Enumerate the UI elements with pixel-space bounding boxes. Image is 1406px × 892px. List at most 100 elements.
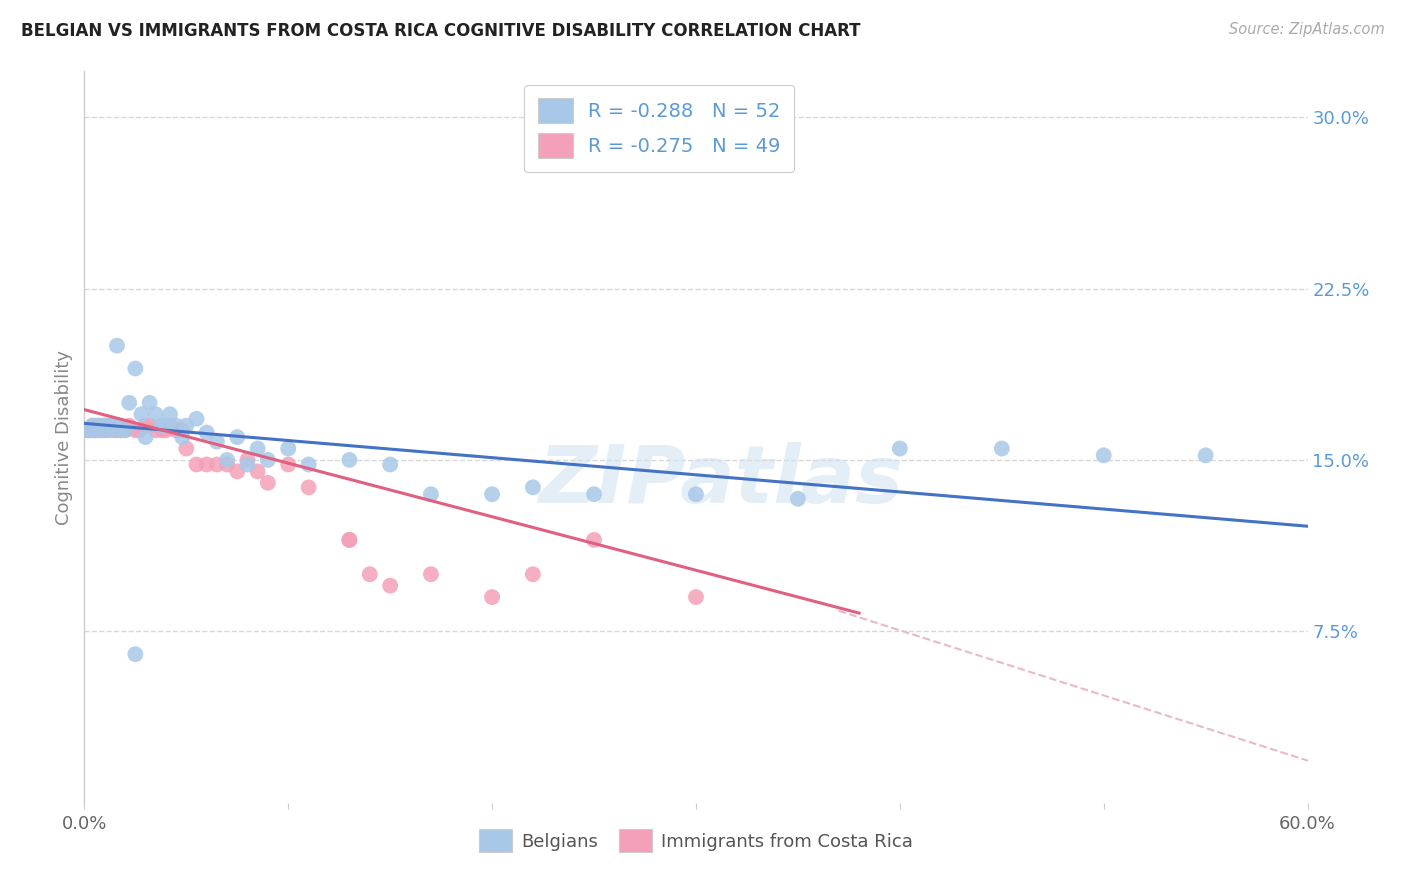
Point — [205, 434, 228, 449]
Point — [155, 418, 177, 433]
Point — [114, 423, 136, 437]
Point — [105, 338, 128, 352]
Point — [118, 396, 141, 410]
Point — [145, 423, 167, 437]
Point — [82, 418, 104, 433]
Point — [75, 423, 97, 437]
Point — [165, 418, 187, 433]
Point — [380, 579, 402, 593]
Point — [124, 423, 146, 437]
Legend: Belgians, Immigrants from Costa Rica: Belgians, Immigrants from Costa Rica — [472, 822, 920, 860]
Text: BELGIAN VS IMMIGRANTS FROM COSTA RICA COGNITIVE DISABILITY CORRELATION CHART: BELGIAN VS IMMIGRANTS FROM COSTA RICA CO… — [21, 22, 860, 40]
Point — [138, 396, 160, 410]
Point — [159, 407, 181, 421]
Point — [135, 418, 157, 433]
Point — [257, 453, 280, 467]
Point — [195, 458, 218, 472]
Point — [108, 418, 131, 433]
Point — [991, 442, 1014, 456]
Point — [96, 423, 118, 437]
Point — [685, 590, 707, 604]
Point — [420, 567, 443, 582]
Point — [583, 487, 606, 501]
Point — [110, 423, 132, 437]
Point — [86, 418, 108, 433]
Point — [257, 475, 280, 490]
Point — [277, 442, 299, 456]
Point — [96, 423, 118, 437]
Point — [93, 418, 115, 433]
Point — [1195, 449, 1218, 463]
Point — [97, 418, 120, 433]
Point — [889, 442, 911, 456]
Point — [481, 590, 503, 604]
Point — [124, 361, 146, 376]
Point — [165, 423, 187, 437]
Point — [90, 423, 112, 437]
Point — [159, 418, 181, 433]
Point — [104, 418, 127, 433]
Point — [685, 487, 707, 501]
Point — [79, 423, 101, 437]
Point — [522, 567, 544, 582]
Point — [298, 458, 321, 472]
Point — [100, 418, 122, 433]
Point — [118, 418, 141, 433]
Point — [91, 418, 114, 433]
Point — [205, 458, 228, 472]
Point — [172, 430, 194, 444]
Point — [124, 647, 146, 661]
Point — [186, 458, 208, 472]
Point — [236, 453, 259, 467]
Point — [79, 423, 101, 437]
Point — [172, 423, 194, 437]
Point — [138, 418, 160, 433]
Point — [380, 458, 402, 472]
Point — [128, 423, 150, 437]
Text: ZIPatlas: ZIPatlas — [538, 442, 903, 520]
Point — [1092, 449, 1115, 463]
Point — [277, 458, 299, 472]
Point — [108, 418, 131, 433]
Point — [83, 423, 105, 437]
Text: Source: ZipAtlas.com: Source: ZipAtlas.com — [1229, 22, 1385, 37]
Point — [90, 423, 112, 437]
Point — [174, 442, 197, 456]
Point — [87, 418, 110, 433]
Point — [420, 487, 443, 501]
Point — [83, 423, 105, 437]
Point — [97, 418, 120, 433]
Point — [339, 453, 361, 467]
Point — [246, 442, 269, 456]
Point — [298, 480, 321, 494]
Point — [110, 423, 132, 437]
Point — [787, 491, 810, 506]
Point — [82, 418, 104, 433]
Point — [86, 423, 108, 437]
Point — [77, 423, 100, 437]
Point — [150, 418, 173, 433]
Point — [236, 458, 259, 472]
Point — [195, 425, 218, 440]
Point — [150, 423, 173, 437]
Point — [155, 423, 177, 437]
Point — [131, 407, 153, 421]
Point — [246, 464, 269, 478]
Point — [77, 423, 100, 437]
Point — [105, 423, 128, 437]
Point — [145, 407, 167, 421]
Point — [217, 453, 239, 467]
Point — [135, 430, 157, 444]
Point — [91, 423, 114, 437]
Point — [174, 418, 197, 433]
Y-axis label: Cognitive Disability: Cognitive Disability — [55, 350, 73, 524]
Point — [339, 533, 361, 547]
Point — [217, 458, 239, 472]
Point — [226, 464, 249, 478]
Point — [100, 423, 122, 437]
Point — [114, 423, 136, 437]
Point — [226, 430, 249, 444]
Point — [339, 533, 361, 547]
Point — [359, 567, 381, 582]
Point — [93, 418, 115, 433]
